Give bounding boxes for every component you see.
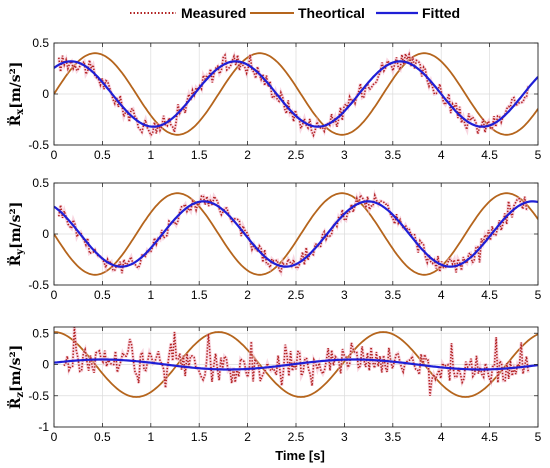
- legend-fitted-label: Fitted: [422, 5, 460, 21]
- x-tick-label: 3.5: [384, 288, 401, 302]
- x-tick-label: 1: [147, 288, 154, 302]
- legend-theortical-label: Theortical: [298, 5, 365, 21]
- series-fitted-line: [54, 358, 538, 371]
- x-tick-label: 4: [438, 148, 445, 162]
- series-fitted-line: [54, 200, 538, 268]
- x-tick-label: 1: [147, 148, 154, 162]
- chart-panel-z: 0 0.5 1 1.5 2 2.5 3 3.5 4 4.5 5 -1 -0.5 0 0.5 R̈z[m/s²]: [6, 326, 541, 444]
- x-tick-label: 1: [147, 430, 154, 444]
- x-tick-label: 5: [535, 430, 542, 444]
- y-tick-label: 0: [42, 227, 49, 241]
- y-tick-label: 0: [42, 358, 49, 372]
- series-measured-halo: [57, 48, 530, 140]
- series-theortical-line: [54, 52, 538, 136]
- series-measured-line: [63, 327, 530, 396]
- x-tick-label: 4.5: [481, 148, 498, 162]
- x-tick-label: 0: [51, 288, 58, 302]
- x-tick-label: 0.5: [94, 148, 111, 162]
- y-axis-label: R̈y[m/s²]: [6, 202, 26, 267]
- x-tick-label: 3: [341, 148, 348, 162]
- series-measured-line: [58, 192, 529, 275]
- y-axis-label: R̈x[m/s²]: [6, 62, 26, 127]
- chart-panel-x: 0 0.5 1 1.5 2 2.5 3 3.5 4 4.5 5-0.500.5R̈x[m/s²]: [6, 36, 541, 162]
- x-tick-label: 0: [51, 430, 58, 444]
- x-tick-label: 4: [438, 288, 445, 302]
- x-tick-label: 4: [438, 430, 445, 444]
- x-tick-label: 1.5: [191, 288, 208, 302]
- x-tick-label: 3.5: [384, 148, 401, 162]
- x-tick-label: 0.5: [94, 430, 111, 444]
- x-axis-label: Time [s]: [275, 448, 325, 463]
- x-tick-label: 2: [244, 288, 251, 302]
- series-theortical-line: [54, 331, 538, 398]
- y-tick-label: 0: [42, 87, 49, 101]
- x-tick-label: 2.5: [288, 288, 305, 302]
- x-tick-label: 2: [244, 148, 251, 162]
- y-tick-label: 0.5: [32, 176, 49, 190]
- x-tick-label: 3: [341, 430, 348, 444]
- x-tick-label: 2: [244, 430, 251, 444]
- legend-measured-label: Measured: [181, 5, 246, 21]
- y-tick-label: -0.5: [28, 278, 49, 292]
- x-tick-label: 5: [535, 288, 542, 302]
- x-tick-label: 2.5: [288, 148, 305, 162]
- y-tick-label: 0.5: [32, 36, 49, 50]
- legend: Measured Theortical Fitted: [130, 5, 460, 21]
- x-tick-label: 0.5: [94, 288, 111, 302]
- x-tick-label: 3.5: [384, 430, 401, 444]
- chart-panel-y: 0 0.5 1 1.5 2 2.5 3 3.5 4 4.5 5-0.500.5R̈y[m/s²]: [6, 176, 541, 302]
- y-tick-label: -0.5: [28, 389, 49, 403]
- x-tick-label: 1.5: [191, 148, 208, 162]
- x-tick-label: 3: [341, 288, 348, 302]
- y-tick-label: 0.5: [32, 326, 49, 340]
- x-tick-label: 2.5: [288, 430, 305, 444]
- x-tick-label: 0: [51, 148, 58, 162]
- x-tick-label: 1.5: [191, 430, 208, 444]
- x-tick-label: 5: [535, 148, 542, 162]
- series-measured-line: [58, 51, 530, 138]
- y-axis-label: R̈z[m/s²]: [6, 345, 26, 410]
- x-tick-label: 4.5: [481, 288, 498, 302]
- y-tick-label: -1: [38, 420, 49, 434]
- series-theortical-line: [54, 192, 538, 276]
- series-fitted-line: [54, 60, 538, 128]
- x-tick-label: 4.5: [481, 430, 498, 444]
- y-tick-label: -0.5: [28, 138, 49, 152]
